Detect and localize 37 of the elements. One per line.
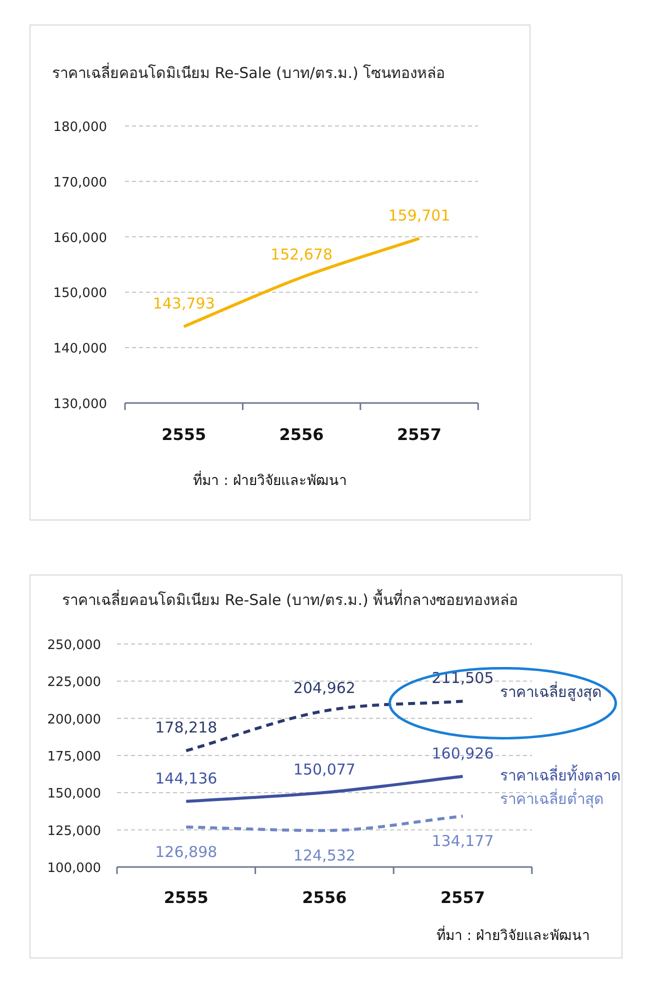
x-tick-label: 2557: [440, 888, 486, 907]
data-label: 134,177: [432, 832, 494, 850]
y-tick-label: 130,000: [53, 397, 107, 412]
y-tick-label: 225,000: [47, 675, 101, 690]
y-tick-label: 180,000: [53, 120, 107, 135]
y-tick-label: 170,000: [53, 175, 107, 190]
y-tick-label: 150,000: [53, 286, 107, 302]
x-tick-label: 2556: [279, 425, 324, 444]
data-label: 124,532: [293, 846, 356, 865]
text: ราคาเฉลี่ยสูงสุด: [500, 681, 602, 702]
data-label: 159,701: [388, 206, 450, 224]
x-tick-label: 2555: [162, 425, 206, 444]
data-label: 144,136: [155, 769, 218, 788]
text: ราคาเฉลี่ยทั้งตลาด: [500, 764, 621, 784]
chart-title: ราคาเฉลี่ยคอนโดมิเนียม Re-Sale (บาท/ตร.ม.) พื้นที่กลางซอยทองหล่อ: [62, 589, 518, 609]
x-tick-label: 2555: [164, 888, 208, 907]
data-label: 178,218: [155, 718, 218, 737]
y-tick-label: 140,000: [53, 342, 107, 357]
y-tick-label: 125,000: [47, 824, 101, 839]
y-tick-label: 250,000: [47, 638, 101, 653]
chart-title: ราคาเฉลี่ยคอนโดมิเนียม Re-Sale (บาท/ตร.ม.) โซนทองหล่อ: [52, 62, 446, 82]
data-label: 143,793: [152, 294, 215, 313]
x-tick-label: 2556: [302, 888, 347, 907]
y-tick-label: 200,000: [47, 712, 101, 728]
x-tick-label: 2557: [396, 425, 442, 444]
data-label: 126,898: [155, 843, 218, 862]
data-label: 160,926: [432, 744, 494, 762]
y-tick-label: 160,000: [53, 230, 107, 246]
text: ที่มา : ฝ่ายวิจัยและพัฒนา: [193, 471, 347, 489]
data-label: 150,077: [293, 760, 356, 779]
y-tick-label: 100,000: [47, 861, 101, 876]
text: ที่มา : ฝ่ายวิจัยและพัฒนา: [436, 926, 590, 944]
data-label: 152,678: [270, 245, 333, 264]
data-label: 204,962: [293, 678, 356, 697]
text: ราคาเฉลี่ยต่ำสุด: [500, 788, 604, 810]
y-tick-label: 175,000: [47, 750, 101, 764]
y-tick-label: 150,000: [47, 786, 101, 802]
